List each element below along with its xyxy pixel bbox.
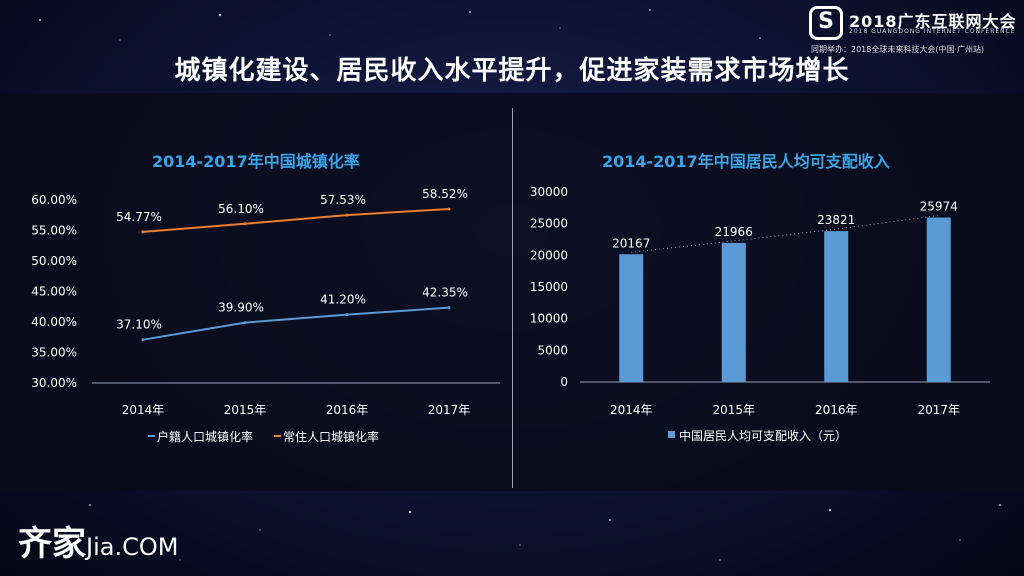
legend-label: 中国居民人均可支配收入（元） [679, 428, 847, 443]
data-point [447, 306, 451, 310]
y-tick-label: 15000 [530, 280, 568, 294]
series-line [142, 208, 450, 233]
logo-mark-icon: S [809, 6, 843, 40]
series-line [142, 306, 450, 341]
y-tick-label: 10000 [530, 312, 568, 326]
trendline [631, 215, 939, 253]
data-point [345, 313, 349, 317]
brand-cn: 齐家 [18, 524, 86, 564]
data-point [141, 230, 145, 234]
data-point [243, 321, 247, 325]
data-point [345, 213, 349, 217]
data-point [447, 207, 451, 211]
data-label: 25974 [920, 199, 958, 213]
x-tick-label: 2017年 [917, 403, 960, 417]
brand-en: Jia.COM [86, 533, 179, 561]
panel-divider [512, 108, 513, 488]
y-tick-label: 35.00% [31, 346, 77, 360]
legend-label: 常住人口城镇化率 [283, 429, 379, 444]
bar [619, 254, 644, 382]
y-tick-label: 0 [560, 375, 568, 389]
event-subtitle: 同期举办：2018全球未来科技大会(中国·广州站) [811, 45, 985, 54]
bar-chart-title: 2014-2017年中国居民人均可支配收入 [602, 152, 890, 171]
y-tick-label: 25000 [530, 217, 568, 231]
legend-swatch [668, 431, 675, 438]
data-label: 37.10% [116, 318, 162, 332]
y-tick-label: 5000 [537, 343, 568, 357]
data-label: 39.90% [218, 301, 264, 315]
y-tick-label: 30.00% [31, 376, 77, 390]
line-chart-title: 2014-2017年中国城镇化率 [152, 152, 360, 171]
y-tick-label: 50.00% [31, 254, 77, 268]
data-label: 54.77% [116, 210, 162, 224]
data-label: 21966 [715, 225, 753, 239]
event-english-title: 2018 GUANGDONG INTERNET CONFERENCE [849, 28, 1016, 35]
x-tick-label: 2016年 [815, 403, 858, 417]
jia-com-logo: 齐家Jia.COM [18, 516, 178, 565]
data-point [243, 222, 247, 226]
data-label: 58.52% [422, 187, 468, 201]
data-point [141, 338, 145, 342]
urbanization-line-chart: 60.00% 55.00% 50.00% 45.00% 40.00% 35.00% 30.0… [31, 187, 500, 444]
x-tick-label: 2016年 [326, 403, 369, 417]
x-tick-label: 2014年 [122, 403, 165, 417]
event-title: 2018广东互联网大会 [849, 12, 1017, 31]
data-label: 42.35% [422, 286, 468, 300]
slide-title: 城镇化建设、居民收入水平提升，促进家装需求市场增长 [174, 56, 850, 86]
data-label: 57.53% [320, 193, 366, 207]
x-tick-label: 2015年 [224, 403, 267, 417]
data-label: 20167 [612, 236, 650, 250]
bar [824, 231, 849, 382]
data-label: 23821 [817, 213, 855, 227]
data-label: 56.10% [218, 202, 264, 216]
y-tick-label: 60.00% [31, 193, 77, 207]
y-tick-label: 20000 [530, 248, 568, 262]
data-label: 41.20% [320, 293, 366, 307]
bar [721, 242, 746, 382]
bar [926, 217, 951, 382]
y-tick-label: 55.00% [31, 224, 77, 238]
x-tick-label: 2017年 [428, 403, 471, 417]
x-tick-label: 2014年 [610, 403, 653, 417]
conference-logo: S 2018广东互联网大会 2018 GUANGDONG INTERNET CO… [809, 6, 1017, 54]
x-tick-label: 2015年 [712, 403, 755, 417]
legend-label: 户籍人口城镇化率 [157, 429, 253, 444]
y-tick-label: 40.00% [31, 315, 77, 329]
y-tick-label: 45.00% [31, 285, 77, 299]
y-tick-label: 30000 [530, 185, 568, 199]
